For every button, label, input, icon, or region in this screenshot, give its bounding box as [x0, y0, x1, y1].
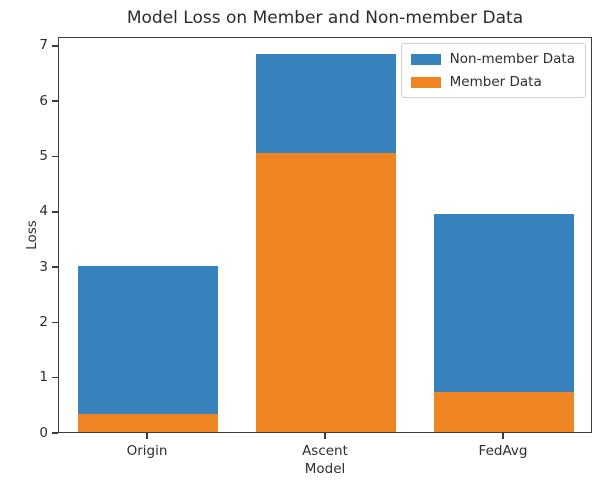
- x-tick-mark: [146, 433, 148, 439]
- y-tick-mark: [52, 211, 58, 213]
- y-tick-label: 4: [39, 203, 48, 220]
- bar-origin-non-member-data: [78, 266, 218, 432]
- x-tick-label-origin: Origin: [126, 443, 168, 459]
- bars-layer: [59, 38, 591, 432]
- legend-swatch-icon: [410, 53, 441, 65]
- x-tick-mark: [502, 433, 504, 439]
- x-axis-label: Model: [304, 461, 346, 477]
- legend: Non-member Data Member Data: [400, 43, 586, 98]
- y-tick-mark: [52, 266, 58, 268]
- chart-title: Model Loss on Member and Non-member Data: [126, 8, 524, 28]
- y-tick-label: 3: [39, 258, 48, 275]
- y-tick-label: 2: [39, 313, 48, 330]
- bar-origin-member-data: [78, 414, 218, 432]
- y-tick-mark: [52, 376, 58, 379]
- x-tick-mark: [324, 433, 326, 439]
- x-tick-label-fedavg: FedAvg: [478, 443, 528, 459]
- y-tick-mark: [52, 155, 58, 158]
- legend-label: Member Data: [449, 74, 542, 90]
- y-tick-mark: [52, 100, 58, 102]
- y-tick-mark: [52, 45, 58, 47]
- y-tick-mark: [52, 321, 58, 324]
- y-axis-label: Loss: [23, 220, 40, 250]
- y-tick-label: 0: [39, 424, 48, 441]
- legend-item-non-member-data: Non-member Data: [410, 51, 575, 67]
- x-tick-label-ascent: Ascent: [302, 443, 348, 459]
- legend-swatch-icon: [410, 76, 441, 88]
- legend-item-member-data: Member Data: [410, 74, 575, 90]
- y-tick-label: 6: [39, 92, 48, 109]
- y-tick-label: 1: [39, 369, 48, 386]
- bar-fedavg-member-data: [434, 391, 574, 432]
- y-tick-label: 7: [39, 37, 48, 54]
- plot-area: Loss Non-member Data Member Data: [24, 37, 592, 433]
- bar-ascent-member-data: [256, 152, 396, 432]
- y-tick-label: 5: [39, 147, 48, 164]
- legend-label: Non-member Data: [449, 51, 575, 67]
- y-tick-mark: [52, 432, 58, 434]
